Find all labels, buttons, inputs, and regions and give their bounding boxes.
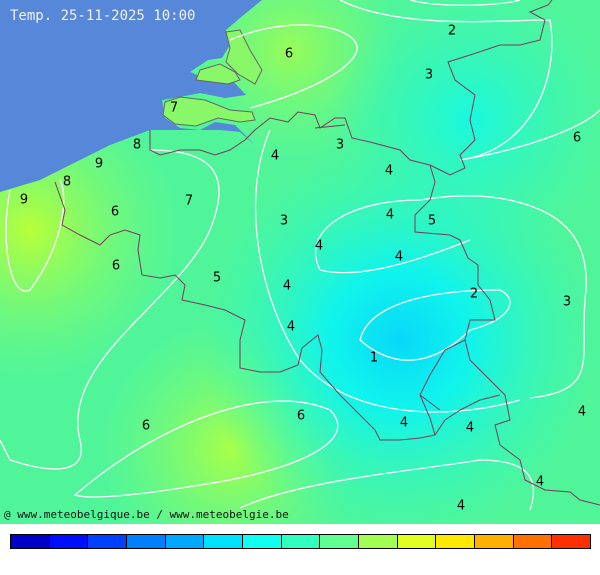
isotherm-label: 6 (297, 409, 305, 424)
isotherm-label: 4 (386, 208, 394, 223)
color-scale-segment (88, 535, 128, 548)
color-scale-segment (320, 535, 360, 548)
credit-text: @ www.meteobelgique.be / www.meteobelgie… (4, 508, 289, 521)
isotherm-label: 3 (425, 68, 433, 83)
isotherm-label: 8 (63, 175, 71, 190)
color-scale-segment (204, 535, 244, 548)
isotherm-label: 7 (170, 101, 178, 116)
isotherm-label: 6 (573, 131, 581, 146)
isotherm-label: 6 (111, 205, 119, 220)
isotherm-lines (0, 0, 600, 511)
isotherm-label: 4 (400, 416, 408, 431)
isotherm-label: 4 (457, 499, 465, 514)
isotherm-label: 4 (283, 279, 291, 294)
isotherm-label: 3 (336, 138, 344, 153)
isotherm-label: 5 (213, 271, 221, 286)
isotherm-label: 4 (466, 421, 474, 436)
isotherm-label: 4 (287, 320, 295, 335)
isotherm-label: 2 (470, 287, 478, 302)
color-scale-segment (243, 535, 282, 548)
isotherm-label: 2 (448, 24, 456, 39)
color-scale-segment (49, 535, 89, 548)
color-scale-segment (397, 535, 437, 548)
isotherm-label: 9 (20, 193, 28, 208)
color-scale-segment (127, 535, 166, 548)
color-scale-segment (552, 535, 591, 548)
islands (162, 29, 263, 127)
color-scale-segment (436, 535, 476, 548)
color-scale-segment (281, 535, 321, 548)
isotherm-label: 3 (280, 214, 288, 229)
isotherm-label: 6 (285, 47, 293, 62)
isotherm-label: 4 (315, 239, 323, 254)
color-scale-segment (513, 535, 553, 548)
map-title: Temp. 25-11-2025 10:00 (10, 8, 196, 24)
color-scale-segment (11, 535, 50, 548)
isotherm-labels: 6 2 3 7 6 8 9 8 9 4 3 4 6 7 3 4 4 5 6 4 4 5 2 3 4 1 4 6 6 4 4 4 4 (20, 24, 586, 514)
isotherm-label: 9 (95, 157, 103, 172)
color-scale-segment (165, 535, 205, 548)
isotherm-label: 6 (112, 259, 120, 274)
isotherm-label: 8 (133, 138, 141, 153)
isotherm-label: 4 (536, 475, 544, 490)
color-scale-segment (475, 535, 514, 548)
temperature-map: 6 2 3 7 6 8 9 8 9 4 3 4 6 7 3 4 4 5 6 4 4 5 2 3 4 1 4 6 6 4 4 4 4 (0, 0, 600, 524)
isotherm-label: 7 (185, 194, 193, 209)
country-borders (54, 0, 600, 506)
isotherm-label: 4 (385, 164, 393, 179)
isotherm-label: 4 (271, 149, 279, 164)
isotherm-label: 3 (563, 295, 571, 310)
isotherm-label: 4 (578, 405, 586, 420)
isotherm-label: 5 (428, 214, 436, 229)
sea-area (0, 0, 262, 192)
color-scale-bar (10, 534, 591, 549)
color-scale-segment (359, 535, 398, 548)
isotherm-label: 4 (395, 250, 403, 265)
isotherm-label: 6 (142, 419, 150, 434)
isotherm-label: 1 (370, 351, 378, 366)
